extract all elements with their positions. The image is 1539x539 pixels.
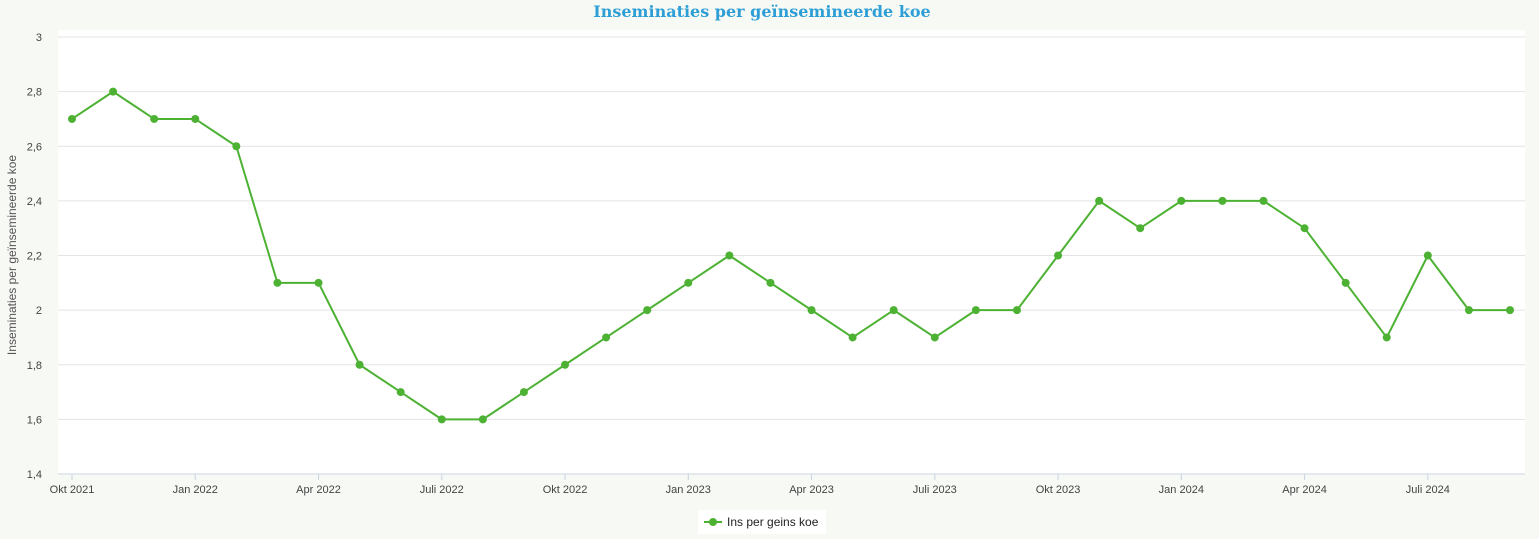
legend[interactable]: Ins per geins koe — [698, 510, 826, 534]
x-tick-label: Apr 2023 — [789, 484, 834, 496]
data-point[interactable] — [109, 87, 118, 96]
y-tick-label: 2,6 — [27, 141, 42, 153]
plot-area — [58, 30, 1525, 475]
data-point[interactable] — [930, 333, 939, 342]
x-tick-label: Okt 2023 — [1036, 484, 1081, 496]
data-point[interactable] — [561, 360, 570, 369]
data-point[interactable] — [1136, 224, 1145, 233]
data-point[interactable] — [519, 388, 528, 397]
data-point[interactable] — [191, 114, 200, 123]
y-tick-label: 1,4 — [27, 469, 42, 481]
data-point[interactable] — [396, 388, 405, 397]
y-tick-label: 2,4 — [27, 196, 42, 208]
data-point[interactable] — [1012, 306, 1021, 315]
data-point[interactable] — [971, 306, 980, 315]
data-point[interactable] — [314, 278, 323, 287]
legend-item-label: Ins per geins koe — [727, 515, 819, 529]
y-tick-label: 1,6 — [27, 414, 42, 426]
data-point[interactable] — [232, 142, 241, 151]
data-point[interactable] — [766, 278, 775, 287]
data-point[interactable] — [1300, 224, 1309, 233]
x-tick-label: Jan 2024 — [1159, 484, 1204, 496]
data-point[interactable] — [68, 114, 76, 123]
chart-title: Inseminaties per geïnsemineerde koe — [593, 2, 930, 21]
data-point[interactable] — [1177, 196, 1186, 205]
data-point[interactable] — [437, 415, 446, 424]
data-point[interactable] — [1218, 196, 1227, 205]
y-tick-label: 2 — [36, 305, 42, 317]
data-point[interactable] — [1054, 251, 1063, 260]
data-point[interactable] — [725, 251, 734, 260]
data-point[interactable] — [684, 278, 693, 287]
x-tick-label: Apr 2022 — [296, 484, 341, 496]
series-line — [71, 90, 1510, 421]
data-point[interactable] — [807, 306, 816, 315]
x-tick-label: Juli 2023 — [913, 484, 957, 496]
data-point[interactable] — [1095, 196, 1104, 205]
x-tick-label: Jan 2022 — [173, 484, 218, 496]
data-point[interactable] — [1506, 306, 1514, 315]
x-tick-label: Juli 2022 — [420, 484, 464, 496]
series-layer — [68, 87, 1514, 424]
data-point[interactable] — [1341, 278, 1350, 287]
x-axis: Okt 2021 Jan 2022 Apr 2022 Juli 2022 Okt 202… — [50, 473, 1525, 496]
x-tick-label: Jan 2023 — [666, 484, 711, 496]
data-point[interactable] — [355, 360, 364, 369]
data-point[interactable] — [150, 114, 159, 123]
data-point[interactable] — [602, 333, 611, 342]
y-tick-label: 2,8 — [27, 87, 42, 99]
data-point[interactable] — [1464, 306, 1473, 315]
data-point[interactable] — [273, 278, 282, 287]
y-tick-label: 3 — [36, 32, 42, 44]
data-point[interactable] — [643, 306, 652, 315]
x-tick-label: Okt 2021 — [50, 484, 95, 496]
y-tick-label: 2,2 — [27, 251, 42, 263]
x-tick-label: Okt 2022 — [543, 484, 588, 496]
y-tick-label: 1,8 — [27, 360, 42, 372]
data-point[interactable] — [478, 415, 487, 424]
data-point[interactable] — [848, 333, 857, 342]
y-axis: 1,4 1,6 1,8 2 2,2 2,4 2,6 2,8 3 — [27, 32, 42, 481]
data-point[interactable] — [889, 306, 898, 315]
data-point[interactable] — [1423, 251, 1432, 260]
legend-marker-icon — [709, 518, 717, 526]
y-axis-label: Inseminaties per geïnsemineerde koe — [5, 155, 19, 355]
x-tick-label: Juli 2024 — [1406, 484, 1450, 496]
data-point[interactable] — [1382, 333, 1391, 342]
gridlines — [58, 36, 1525, 475]
data-point[interactable] — [1259, 196, 1268, 205]
x-tick-label: Apr 2024 — [1282, 484, 1327, 496]
